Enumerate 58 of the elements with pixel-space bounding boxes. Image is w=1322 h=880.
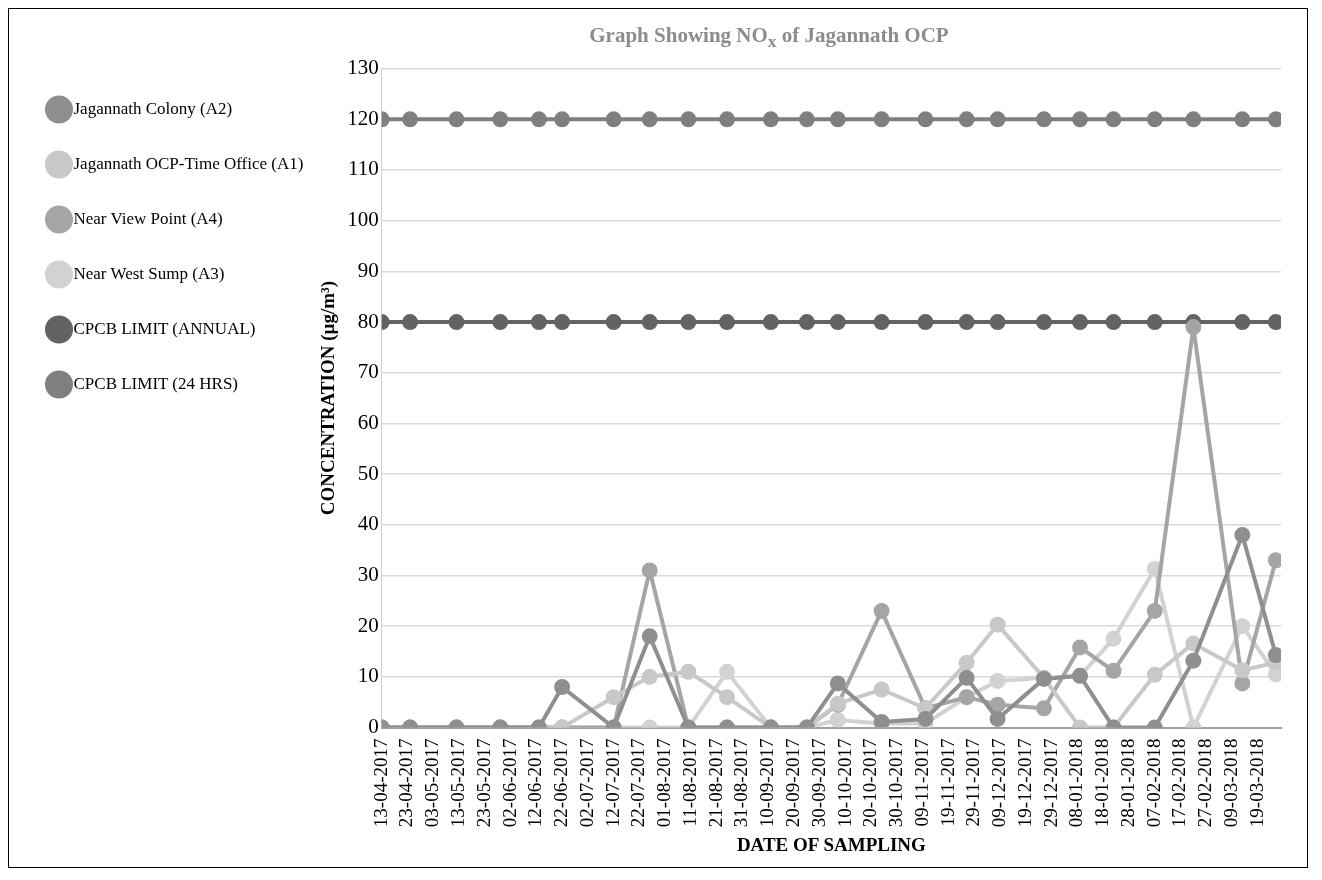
y-tick-label: 50 bbox=[357, 460, 379, 485]
y-tick-label: 60 bbox=[357, 409, 379, 434]
x-tick-label: 02-06-2017 bbox=[498, 738, 520, 828]
x-tick-label: 29-11-2017 bbox=[962, 738, 984, 827]
x-tick-label: 21-08-2017 bbox=[704, 738, 726, 828]
x-tick-label: 19-11-2017 bbox=[936, 738, 958, 827]
x-tick-label: 27-02-2018 bbox=[1194, 738, 1216, 828]
legend-label: Jagannath Colony (A2) bbox=[73, 98, 233, 118]
x-tick-label: 30-09-2017 bbox=[807, 738, 829, 828]
legend-label: Near View Point (A4) bbox=[73, 208, 223, 228]
legend-label: CPCB LIMIT (ANNUAL) bbox=[73, 318, 256, 338]
y-tick-label: 10 bbox=[357, 663, 379, 688]
x-tick-label: 01-08-2017 bbox=[653, 738, 675, 828]
legend-label: Near West Sump (A3) bbox=[73, 263, 225, 283]
x-tick-label: 30-10-2017 bbox=[885, 738, 907, 828]
x-tick-label: 20-09-2017 bbox=[781, 738, 803, 828]
y-tick-label: 130 bbox=[347, 55, 379, 80]
y-tick-label: 80 bbox=[357, 308, 379, 333]
x-tick-label: 13-05-2017 bbox=[447, 738, 469, 828]
x-tick-label: 28-01-2018 bbox=[1116, 738, 1138, 828]
x-tick-label: 12-07-2017 bbox=[601, 738, 623, 828]
x-tick-label: 11-08-2017 bbox=[678, 738, 700, 827]
x-tick-label: 07-02-2018 bbox=[1142, 738, 1164, 828]
y-tick-label: 70 bbox=[357, 359, 379, 384]
x-tick-label: 22-07-2017 bbox=[627, 738, 649, 828]
x-tick-label: 12-06-2017 bbox=[524, 738, 546, 828]
x-tick-label: 22-06-2017 bbox=[550, 738, 572, 828]
x-tick-label: 03-05-2017 bbox=[421, 738, 443, 828]
y-tick-label: 120 bbox=[347, 105, 379, 130]
x-tick-label: 02-07-2017 bbox=[575, 738, 597, 828]
x-tick-label: 17-02-2018 bbox=[1168, 738, 1190, 828]
x-tick-label: 10-10-2017 bbox=[833, 738, 855, 828]
y-tick-label: 100 bbox=[347, 207, 379, 232]
legend-label: Jagannath OCP-Time Office (A1) bbox=[73, 153, 304, 173]
x-tick-label: 29-12-2017 bbox=[1039, 738, 1061, 828]
y-tick-label: 20 bbox=[357, 612, 379, 637]
y-tick-label: 30 bbox=[357, 562, 379, 586]
x-tick-label: 08-01-2018 bbox=[1065, 738, 1087, 828]
legend-label: CPCB LIMIT (24 HRS) bbox=[73, 373, 239, 393]
y-tick-label: 90 bbox=[357, 257, 379, 282]
y-axis-title: CONCENTRATION (µg/m³) bbox=[316, 280, 339, 516]
chart-title: Graph Showing NO$_{x}$ of Jagannath OCP bbox=[588, 23, 950, 53]
x-tick-label: 09-12-2017 bbox=[988, 738, 1010, 828]
x-tick-label: 19-03-2018 bbox=[1245, 738, 1267, 828]
x-tick-label: 18-01-2018 bbox=[1091, 738, 1113, 828]
x-tick-label: 10-09-2017 bbox=[756, 738, 778, 828]
x-tick-label: 09-03-2018 bbox=[1220, 738, 1242, 828]
x-tick-label: 23-05-2017 bbox=[472, 738, 494, 828]
x-tick-label: 23-04-2017 bbox=[395, 738, 417, 828]
y-tick-label: 40 bbox=[357, 511, 379, 536]
x-tick-label: 13-04-2017 bbox=[369, 738, 391, 828]
x-tick-label: 20-10-2017 bbox=[859, 738, 881, 828]
x-tick-label: 19-12-2017 bbox=[1013, 738, 1035, 828]
x-tick-label: 09-11-2017 bbox=[910, 738, 932, 827]
y-tick-label: 0 bbox=[368, 714, 379, 739]
y-tick-label: 110 bbox=[348, 156, 379, 181]
x-axis-title: DATE OF SAMPLING bbox=[736, 833, 927, 855]
x-tick-label: 31-08-2017 bbox=[730, 738, 752, 828]
